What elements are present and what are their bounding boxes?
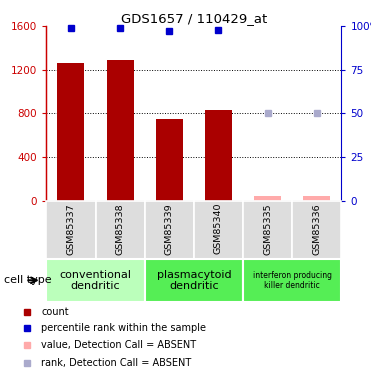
Text: rank, Detection Call = ABSENT: rank, Detection Call = ABSENT bbox=[42, 358, 192, 368]
Bar bbox=[254, 196, 281, 201]
Text: conventional
dendritic: conventional dendritic bbox=[59, 270, 132, 291]
Text: GSM85339: GSM85339 bbox=[165, 203, 174, 255]
Bar bbox=[46, 201, 96, 259]
Text: value, Detection Call = ABSENT: value, Detection Call = ABSENT bbox=[42, 340, 197, 350]
Bar bbox=[156, 119, 183, 201]
Text: plasmacytoid
dendritic: plasmacytoid dendritic bbox=[157, 270, 231, 291]
Bar bbox=[58, 63, 85, 201]
Bar bbox=[145, 201, 194, 259]
Bar bbox=[243, 201, 292, 259]
Text: GSM85336: GSM85336 bbox=[312, 203, 321, 255]
Text: GSM85340: GSM85340 bbox=[214, 203, 223, 255]
Bar bbox=[205, 110, 232, 201]
Bar bbox=[106, 60, 134, 201]
Text: cell type: cell type bbox=[4, 275, 51, 285]
Bar bbox=[96, 201, 145, 259]
Text: GSM85338: GSM85338 bbox=[116, 203, 125, 255]
Bar bbox=[194, 201, 243, 259]
Text: percentile rank within the sample: percentile rank within the sample bbox=[42, 323, 206, 333]
Text: count: count bbox=[42, 307, 69, 317]
Bar bbox=[303, 196, 330, 201]
Bar bbox=[243, 259, 341, 302]
Title: GDS1657 / 110429_at: GDS1657 / 110429_at bbox=[121, 12, 267, 25]
Text: interferon producing
killer dendritic: interferon producing killer dendritic bbox=[253, 271, 332, 290]
Bar bbox=[145, 259, 243, 302]
Bar bbox=[292, 201, 341, 259]
Bar bbox=[46, 259, 145, 302]
Text: GSM85335: GSM85335 bbox=[263, 203, 272, 255]
Text: GSM85337: GSM85337 bbox=[66, 203, 75, 255]
